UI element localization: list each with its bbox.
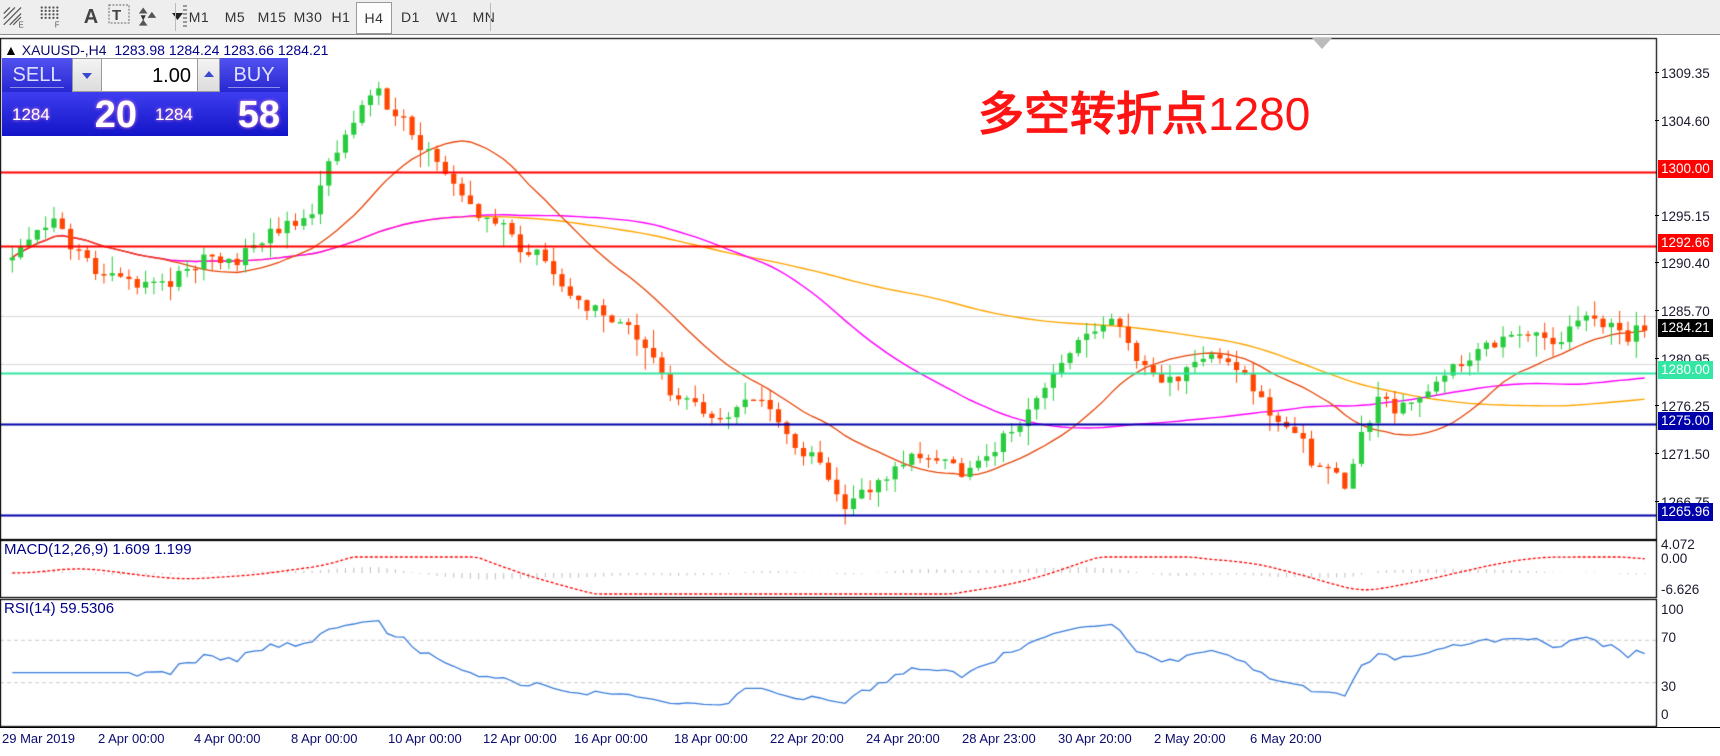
svg-text:E: E [18,20,23,29]
svg-text:F: F [55,20,60,29]
svg-text:T: T [112,7,121,24]
